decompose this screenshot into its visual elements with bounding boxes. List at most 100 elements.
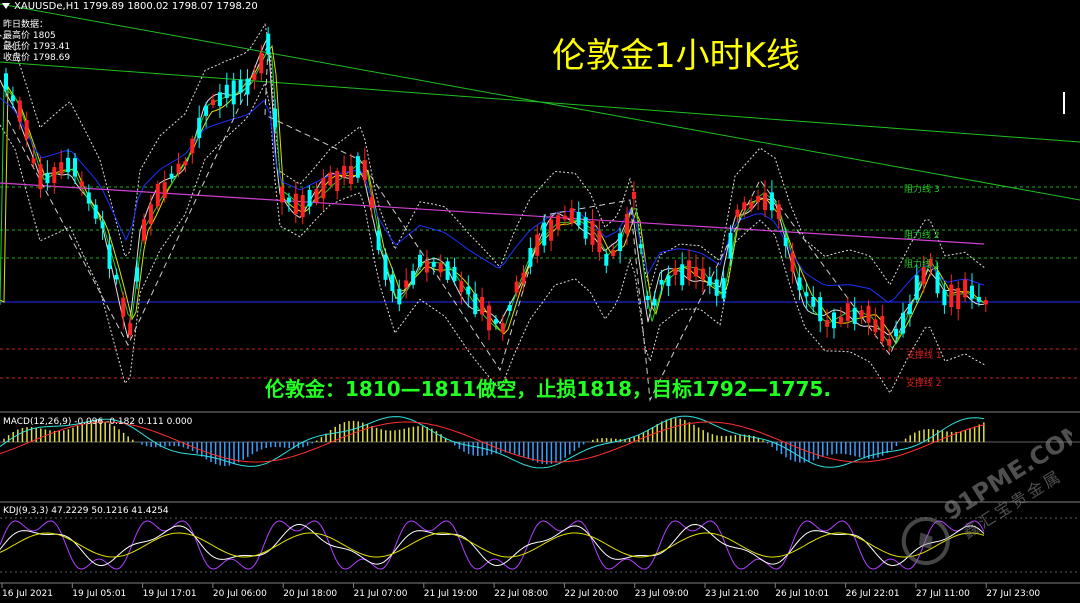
dropdown-icon[interactable] bbox=[2, 3, 10, 9]
candle-body bbox=[970, 285, 974, 299]
candle-body bbox=[680, 264, 685, 286]
time-tick-label: 22 Jul 08:00 bbox=[494, 589, 549, 599]
candle-body bbox=[38, 164, 43, 190]
candle-body bbox=[625, 213, 629, 234]
kdj-j bbox=[0, 520, 985, 570]
candle-body bbox=[79, 181, 84, 187]
candle-body bbox=[335, 171, 340, 192]
candle-body bbox=[535, 234, 540, 256]
time-tick-label: 26 Jul 10:01 bbox=[775, 589, 830, 599]
candle-body bbox=[583, 217, 588, 239]
daily-low: 最低价 1793.41 bbox=[3, 42, 71, 52]
time-tick-label: 16 Jul 2021 bbox=[2, 589, 53, 599]
candle-body bbox=[73, 158, 77, 177]
candle-body bbox=[763, 192, 767, 211]
candle-body bbox=[700, 268, 705, 280]
symbol-header: XAUUSDe,H1 1799.89 1800.02 1798.07 1798.… bbox=[2, 1, 258, 12]
candle-body bbox=[983, 300, 988, 305]
candle-body bbox=[404, 280, 409, 288]
candle-body bbox=[804, 292, 809, 297]
support-label-1: 支撑线 1 bbox=[906, 351, 942, 361]
ma-yellow bbox=[0, 44, 985, 345]
chart-title: 伦敦金1小时K线 bbox=[552, 36, 800, 76]
candle-body bbox=[507, 305, 512, 311]
candle-body bbox=[673, 268, 678, 276]
time-tick-label: 19 Jul 05:01 bbox=[72, 589, 127, 599]
candle-body bbox=[832, 312, 836, 329]
candle-body bbox=[459, 281, 464, 292]
candle-body bbox=[776, 204, 781, 219]
candle-body bbox=[383, 254, 388, 280]
bollinger-lower bbox=[0, 81, 986, 394]
candle-body bbox=[135, 267, 140, 282]
kdj-label: KDJ(9,3,3) 47.2229 50.1216 41.4254 bbox=[3, 506, 169, 516]
kdj-k bbox=[0, 523, 985, 567]
candle-body bbox=[211, 99, 215, 106]
candle-body bbox=[445, 261, 450, 280]
candle-body bbox=[756, 195, 761, 203]
candle-body bbox=[631, 191, 636, 199]
candle-body bbox=[169, 173, 174, 179]
candle-body bbox=[452, 266, 457, 282]
support-label-2: 支撑线 2 bbox=[906, 379, 942, 389]
candle-body bbox=[935, 272, 940, 294]
candle-body bbox=[286, 197, 291, 203]
time-tick-label: 21 Jul 07:00 bbox=[353, 589, 408, 599]
candle-body bbox=[142, 219, 146, 241]
candle-body bbox=[93, 204, 98, 219]
candle-body bbox=[114, 274, 119, 280]
time-tick-label: 27 Jul 23:00 bbox=[986, 589, 1041, 599]
candle-body bbox=[887, 339, 892, 346]
candle-body bbox=[914, 275, 919, 300]
candle-body bbox=[390, 274, 395, 291]
candle-body bbox=[721, 278, 726, 299]
candle-body bbox=[183, 161, 188, 166]
candle-body bbox=[431, 261, 436, 267]
candle-body bbox=[790, 253, 795, 272]
candle-body bbox=[659, 279, 664, 285]
candle-body bbox=[645, 295, 650, 301]
candle-body bbox=[569, 208, 574, 224]
candle-body bbox=[107, 244, 112, 269]
candle-body bbox=[652, 298, 657, 306]
candle-body bbox=[921, 267, 926, 285]
candle-body bbox=[956, 288, 961, 310]
candle-body bbox=[907, 303, 912, 315]
candle-body bbox=[562, 215, 567, 220]
candle-body bbox=[687, 260, 692, 280]
candle-body bbox=[245, 78, 250, 95]
candle-body bbox=[10, 95, 15, 102]
candle-body bbox=[24, 120, 29, 139]
time-tick-label: 21 Jul 19:00 bbox=[423, 589, 478, 599]
candle-body bbox=[749, 202, 754, 209]
candle-body bbox=[493, 319, 498, 324]
candle-body bbox=[280, 186, 284, 203]
candle-body bbox=[942, 290, 947, 306]
candle-body bbox=[121, 297, 126, 317]
candle-body bbox=[500, 323, 505, 333]
candle-body bbox=[162, 182, 167, 198]
candle-body bbox=[901, 312, 905, 334]
ma-blue bbox=[0, 97, 985, 303]
macd-panel bbox=[0, 415, 1080, 469]
time-tick-label: 27 Jul 11:00 bbox=[915, 589, 970, 599]
candle-body bbox=[859, 310, 864, 317]
candle-body bbox=[355, 156, 360, 178]
candle-body bbox=[411, 270, 416, 285]
candle-body bbox=[549, 219, 554, 241]
candle-body bbox=[797, 277, 802, 291]
candle-body bbox=[714, 279, 719, 296]
candle-body bbox=[542, 222, 547, 246]
candle-body bbox=[307, 189, 312, 207]
resistance-label-2: 阻力线 2 bbox=[904, 231, 940, 241]
candle-body bbox=[783, 237, 788, 247]
daily-label: 昨日数据： bbox=[3, 20, 49, 30]
macd-label: MACD(12,26,9) -0.096 -0.182 0.111 0.000 bbox=[3, 417, 193, 427]
candle-body bbox=[424, 260, 429, 273]
candle-body bbox=[314, 189, 319, 203]
candle-body bbox=[866, 305, 871, 323]
candle-body bbox=[611, 250, 616, 257]
candle-body bbox=[190, 138, 195, 154]
candle-body bbox=[769, 192, 774, 211]
